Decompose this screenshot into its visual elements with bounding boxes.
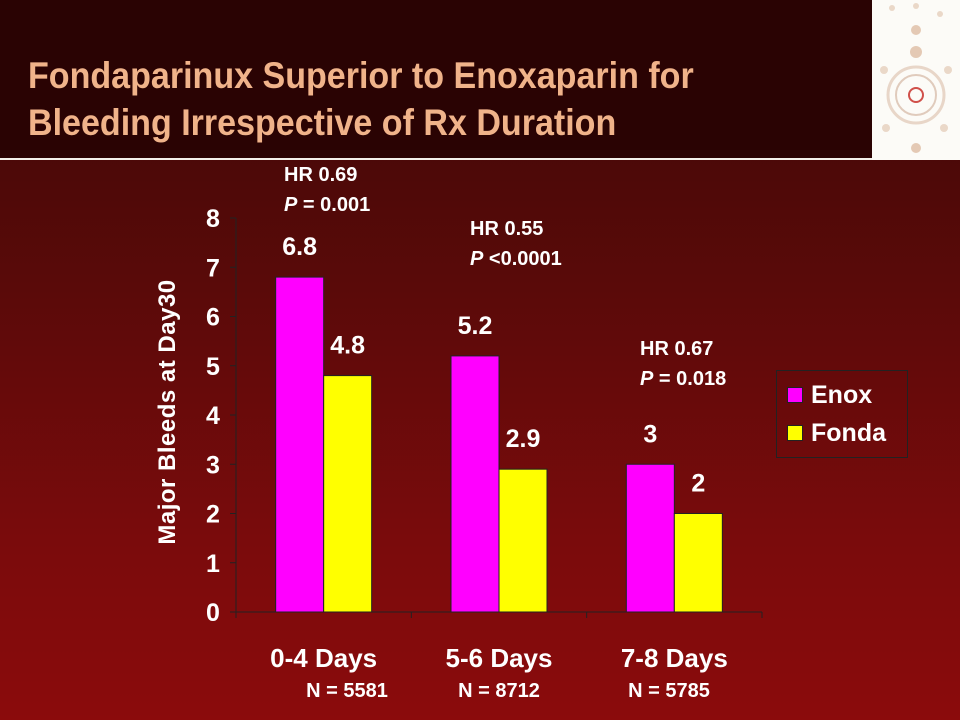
y-tick-label: 4 <box>206 402 220 430</box>
legend-swatch-fonda <box>787 425 803 441</box>
decorative-circles-icon <box>880 3 952 153</box>
slide-title: Fondaparinux Superior to Enoxaparin for … <box>28 52 782 146</box>
hr-value: HR 0.67 <box>640 338 714 360</box>
bar-fonda <box>498 468 548 613</box>
y-tick-label: 0 <box>206 599 220 627</box>
p-value-text: = 0.018 <box>653 368 727 390</box>
p-symbol: P <box>284 194 298 216</box>
legend-label-fonda: Fonda <box>811 418 886 447</box>
bar-enox <box>625 463 675 613</box>
n-label-7-8-days: N = 5785 <box>628 680 710 702</box>
hr-annotation-0-4-days: HR 0.69 P = 0.001 <box>284 160 370 220</box>
y-tick-label: 1 <box>206 550 220 578</box>
data-label-fonda: 2 <box>691 470 705 498</box>
y-tick-label: 2 <box>206 501 220 529</box>
bar-fonda <box>323 375 373 613</box>
p-symbol: P <box>470 248 484 270</box>
x-category-label: 0-4 Days <box>270 643 377 673</box>
p-value: P = 0.001 <box>284 190 370 220</box>
hr-annotation-7-8-days: HR 0.67 P = 0.018 <box>640 334 726 394</box>
bar-enox <box>450 355 500 613</box>
slide-title-line-2: Bleeding Irrespective of Rx Duration <box>28 102 617 143</box>
n-label-5-6-days: N = 8712 <box>458 680 540 702</box>
y-tick-label: 8 <box>206 205 220 233</box>
hr-value: HR 0.69 <box>284 164 358 186</box>
p-value: P <0.0001 <box>470 244 562 274</box>
legend: Enox Fonda <box>776 370 908 458</box>
p-value: P = 0.018 <box>640 364 726 394</box>
data-label-enox: 5.2 <box>458 312 493 340</box>
slide-title-line-1: Fondaparinux Superior to Enoxaparin for <box>28 55 694 96</box>
bar-fonda <box>673 513 723 613</box>
data-label-fonda: 4.8 <box>330 332 365 360</box>
y-tick-label: 6 <box>206 304 220 332</box>
legend-item-fonda: Fonda <box>787 418 886 448</box>
data-label-enox: 3 <box>643 420 657 448</box>
legend-swatch-enox <box>787 387 803 403</box>
data-label-enox: 6.8 <box>282 233 317 261</box>
p-symbol: P <box>640 368 654 390</box>
bar-enox <box>275 276 325 613</box>
legend-label-enox: Enox <box>811 380 873 409</box>
x-category-label: 5-6 Days <box>446 643 553 673</box>
y-tick-label: 7 <box>206 254 220 282</box>
y-tick-label: 5 <box>206 353 220 381</box>
hr-annotation-5-6-days: HR 0.55 P <0.0001 <box>470 214 562 274</box>
hr-value: HR 0.55 <box>470 218 544 240</box>
x-category-label: 7-8 Days <box>621 643 728 673</box>
p-value-text: = 0.001 <box>297 194 371 216</box>
n-label-0-4-days: N = 5581 <box>306 680 388 702</box>
y-tick-label: 3 <box>206 451 220 479</box>
corner-decoration <box>872 0 960 160</box>
title-band: Fondaparinux Superior to Enoxaparin for … <box>0 0 872 160</box>
legend-item-enox: Enox <box>787 380 872 410</box>
p-value-text: <0.0001 <box>483 248 562 270</box>
data-label-fonda: 2.9 <box>506 425 541 453</box>
